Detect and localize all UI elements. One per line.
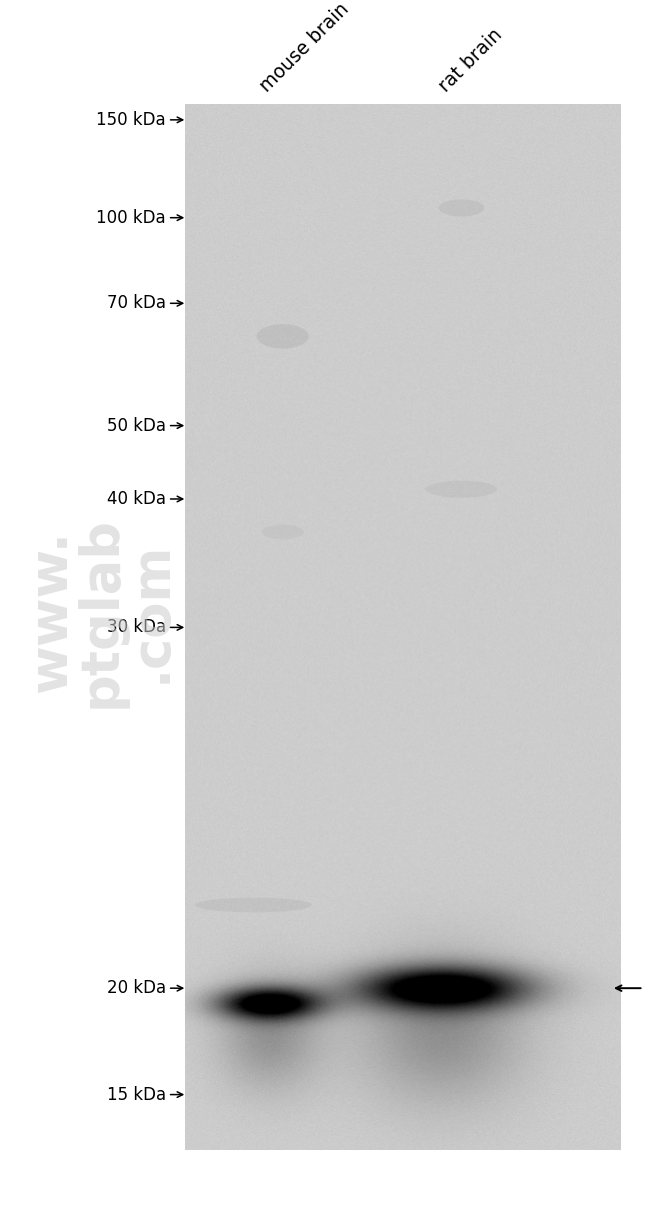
Text: 50 kDa: 50 kDa <box>107 417 166 434</box>
Text: 30 kDa: 30 kDa <box>107 619 166 636</box>
Ellipse shape <box>195 898 312 912</box>
Ellipse shape <box>262 525 304 539</box>
Text: 40 kDa: 40 kDa <box>107 490 166 508</box>
Text: 20 kDa: 20 kDa <box>107 980 166 997</box>
Ellipse shape <box>426 481 497 498</box>
Ellipse shape <box>257 324 309 349</box>
Text: mouse brain: mouse brain <box>256 0 353 95</box>
Text: 150 kDa: 150 kDa <box>96 111 166 128</box>
Text: 70 kDa: 70 kDa <box>107 295 166 312</box>
Text: 100 kDa: 100 kDa <box>96 209 166 226</box>
Text: www.
ptglab
.com: www. ptglab .com <box>25 516 177 707</box>
Text: rat brain: rat brain <box>435 24 506 95</box>
Ellipse shape <box>439 199 484 216</box>
Text: 15 kDa: 15 kDa <box>107 1086 166 1103</box>
